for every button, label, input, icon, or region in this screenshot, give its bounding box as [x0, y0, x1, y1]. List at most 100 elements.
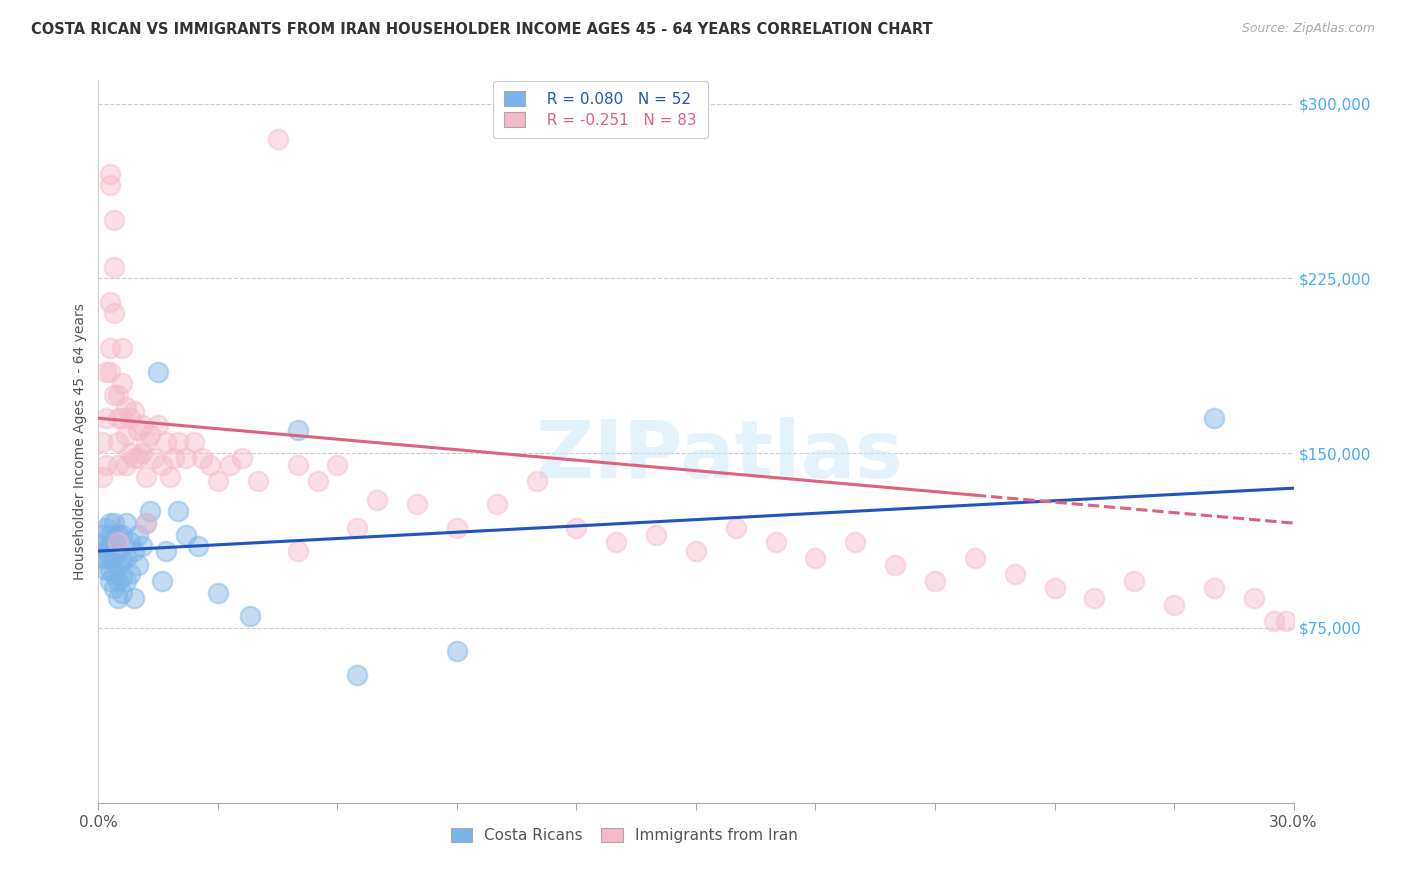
Point: [107, 434, 129, 449]
Point: [111, 341, 134, 355]
Point: [96, 458, 118, 472]
Point: [267, 131, 290, 145]
Point: [406, 498, 429, 512]
Point: [98, 341, 122, 355]
Point: [96, 551, 118, 566]
Point: [98, 563, 122, 577]
Point: [115, 458, 138, 472]
Point: [111, 586, 134, 600]
Point: [107, 558, 129, 572]
Point: [135, 516, 157, 530]
Point: [485, 498, 508, 512]
Point: [127, 558, 149, 572]
Point: [187, 540, 209, 554]
Point: [605, 534, 627, 549]
Point: [91, 528, 114, 542]
Point: [183, 434, 205, 449]
Point: [103, 567, 125, 582]
Point: [239, 609, 262, 624]
Point: [111, 376, 134, 391]
Point: [346, 667, 368, 681]
Point: [135, 516, 157, 530]
Point: [103, 582, 125, 596]
Point: [103, 551, 125, 566]
Point: [1202, 582, 1225, 596]
Point: [139, 504, 162, 518]
Point: [1043, 582, 1066, 596]
Point: [287, 423, 309, 437]
Point: [307, 474, 329, 488]
Point: [103, 388, 125, 402]
Point: [111, 553, 134, 567]
Point: [231, 450, 253, 465]
Point: [107, 458, 129, 472]
Point: [167, 434, 190, 449]
Point: [96, 521, 118, 535]
Point: [131, 418, 153, 433]
Point: [963, 551, 986, 566]
Point: [107, 388, 129, 402]
Point: [115, 574, 138, 589]
Point: [98, 294, 122, 309]
Point: [135, 469, 157, 483]
Point: [346, 521, 368, 535]
Point: [1274, 614, 1296, 628]
Point: [765, 534, 787, 549]
Point: [135, 434, 157, 449]
Point: [107, 574, 129, 589]
Point: [685, 544, 707, 558]
Point: [96, 563, 118, 577]
Point: [107, 528, 129, 542]
Point: [1243, 591, 1265, 605]
Point: [120, 446, 142, 460]
Point: [526, 474, 548, 488]
Text: Source: ZipAtlas.com: Source: ZipAtlas.com: [1241, 22, 1375, 36]
Legend: Costa Ricans, Immigrants from Iran: Costa Ricans, Immigrants from Iran: [444, 822, 804, 849]
Point: [884, 558, 907, 572]
Point: [103, 516, 125, 530]
Point: [1004, 567, 1026, 582]
Point: [120, 534, 142, 549]
Point: [191, 450, 214, 465]
Point: [98, 574, 122, 589]
Point: [1163, 598, 1185, 612]
Point: [98, 551, 122, 566]
Point: [127, 528, 149, 542]
Point: [924, 574, 946, 589]
Point: [96, 544, 118, 558]
Point: [844, 534, 866, 549]
Point: [103, 213, 125, 227]
Point: [326, 458, 349, 472]
Point: [124, 404, 146, 418]
Point: [127, 423, 149, 437]
Point: [207, 474, 229, 488]
Point: [174, 528, 197, 542]
Point: [103, 306, 125, 320]
Point: [1083, 591, 1105, 605]
Point: [111, 411, 134, 425]
Point: [148, 418, 170, 433]
Text: ZIPatlas: ZIPatlas: [536, 417, 904, 495]
Point: [98, 167, 122, 181]
Point: [150, 574, 173, 589]
Point: [98, 528, 122, 542]
Point: [1123, 574, 1146, 589]
Point: [91, 469, 114, 483]
Point: [565, 521, 588, 535]
Point: [127, 450, 149, 465]
Point: [198, 458, 221, 472]
Point: [98, 540, 122, 554]
Point: [645, 528, 668, 542]
Point: [98, 516, 122, 530]
Point: [124, 591, 146, 605]
Point: [155, 434, 177, 449]
Point: [1263, 614, 1285, 628]
Point: [219, 458, 242, 472]
Point: [246, 474, 269, 488]
Point: [91, 540, 114, 554]
Point: [107, 534, 129, 549]
Point: [148, 365, 170, 379]
Point: [115, 400, 138, 414]
Point: [155, 544, 177, 558]
Point: [804, 551, 827, 566]
